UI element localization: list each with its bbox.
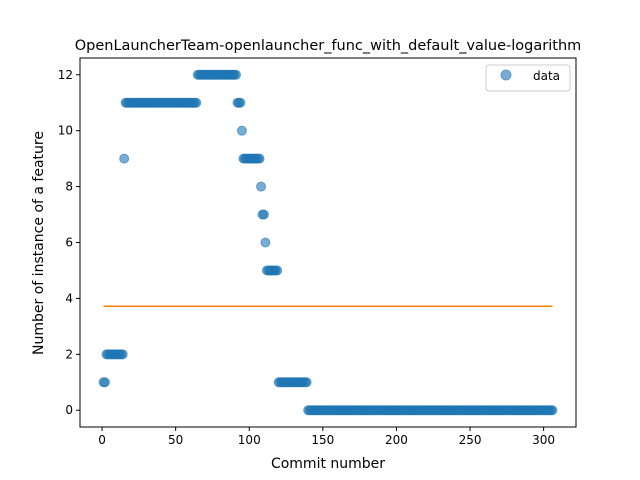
axes-frame xyxy=(79,57,577,428)
y-tick-label: 12 xyxy=(58,68,73,82)
y-tick-label: 0 xyxy=(65,403,73,417)
data-point xyxy=(260,237,271,248)
data-point xyxy=(231,69,242,80)
x-tick-label: 50 xyxy=(168,433,183,447)
chart-title: OpenLauncherTeam-openlauncher_func_with_… xyxy=(75,38,582,54)
data-point xyxy=(100,377,111,388)
x-axis-label: Commit number xyxy=(271,456,385,472)
data-point xyxy=(236,125,247,136)
legend-marker xyxy=(500,69,512,81)
y-tick-label: 10 xyxy=(58,124,73,138)
data-point xyxy=(254,153,265,164)
y-tick-label: 2 xyxy=(65,347,73,361)
data-point xyxy=(272,265,283,276)
x-tick-label: 150 xyxy=(311,433,334,447)
y-tick-label: 6 xyxy=(65,236,73,250)
y-axis-label: Number of instance of a feature xyxy=(31,131,47,355)
legend: data xyxy=(485,64,571,92)
data-point xyxy=(547,405,558,416)
y-tick-label: 4 xyxy=(65,291,73,305)
plot-area xyxy=(98,69,558,416)
data-point xyxy=(301,377,312,388)
y-axis-ticks: 0 2 4 6 8 10 12 xyxy=(58,68,80,417)
data-point xyxy=(258,209,269,220)
x-tick-label: 250 xyxy=(459,433,482,447)
data-point xyxy=(117,349,128,360)
legend-label-data: data xyxy=(533,69,560,83)
data-point xyxy=(119,153,130,164)
x-tick-label: 100 xyxy=(238,433,261,447)
x-tick-label: 200 xyxy=(385,433,408,447)
x-tick-label: 300 xyxy=(532,433,555,447)
data-point xyxy=(191,97,202,108)
y-tick-label: 8 xyxy=(65,180,73,194)
x-axis-ticks: 0 50 100 150 200 250 300 xyxy=(98,427,555,447)
x-tick-label: 0 xyxy=(98,433,106,447)
data-point xyxy=(235,97,246,108)
data-point xyxy=(256,181,267,192)
